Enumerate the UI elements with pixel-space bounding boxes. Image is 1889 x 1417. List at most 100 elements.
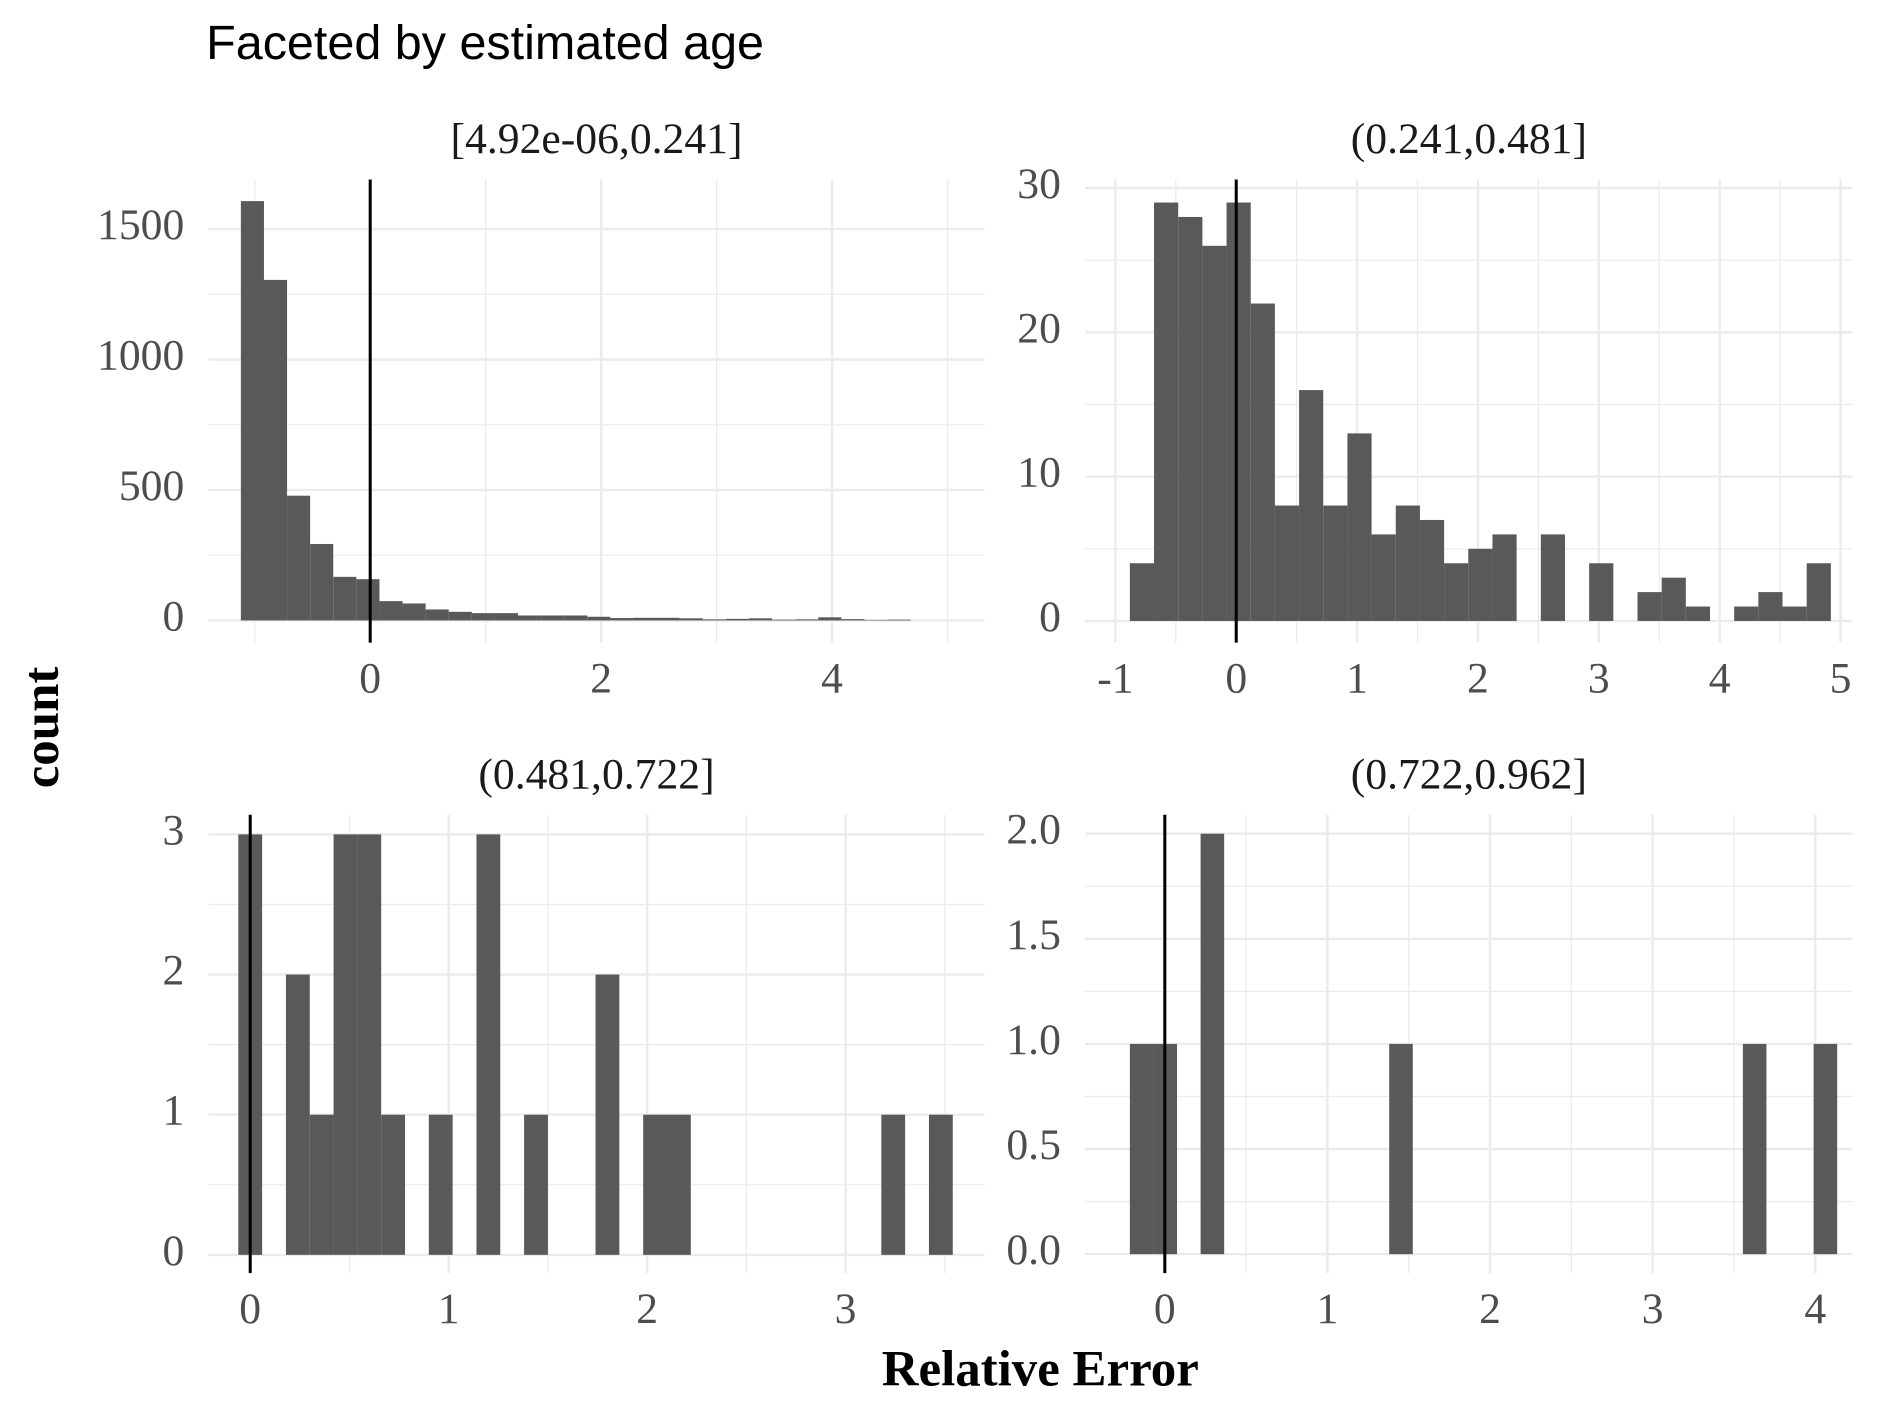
bar [595, 974, 620, 1255]
y-tick-label: 1500 [97, 201, 184, 249]
y-tick-label: 0 [162, 592, 184, 640]
bar [1129, 1043, 1154, 1255]
bar [633, 617, 657, 621]
x-tick-label: -1 [1097, 655, 1133, 703]
bar [541, 615, 565, 621]
bar [1806, 563, 1831, 621]
x-tick-label: 3 [835, 1285, 857, 1333]
bar [928, 1114, 953, 1255]
y-tick-label: 500 [119, 462, 184, 510]
x-tick-label: 4 [1709, 655, 1731, 703]
x-tick-label: 0 [1225, 655, 1247, 703]
x-tick-label: 0 [1154, 1285, 1176, 1333]
bar [1782, 606, 1807, 621]
y-tick-label: 1.5 [1006, 911, 1061, 959]
bar [1323, 505, 1348, 621]
bar [1419, 519, 1445, 621]
bar [1589, 563, 1614, 621]
x-axis-title: Relative Error [882, 1341, 1199, 1397]
x-tick-label: 1 [438, 1285, 460, 1333]
bar [287, 495, 311, 621]
bar [748, 618, 773, 621]
y-tick-label: 0.5 [1006, 1121, 1061, 1169]
bar [310, 543, 334, 621]
bar [881, 1114, 906, 1255]
bar [1226, 202, 1251, 621]
y-tick-label: 0.0 [1006, 1226, 1061, 1274]
y-tick-label: 20 [1017, 304, 1061, 352]
bar [1742, 1043, 1767, 1255]
bar [725, 618, 749, 621]
bar [1758, 592, 1783, 621]
bar [818, 617, 842, 621]
bar [1299, 390, 1324, 621]
y-axis-title: count [14, 667, 70, 789]
bar [610, 618, 634, 621]
bar [1129, 563, 1155, 621]
bar [1661, 577, 1686, 621]
bar [1347, 433, 1372, 621]
bar [381, 1114, 406, 1255]
x-tick-label: 5 [1830, 655, 1852, 703]
bar [379, 601, 403, 621]
y-tick-label: 0 [162, 1227, 184, 1275]
bar [263, 279, 288, 621]
bar [1468, 548, 1493, 621]
bar [402, 603, 426, 621]
y-tick-label: 1.0 [1006, 1016, 1061, 1064]
x-tick-label: 1 [1317, 1285, 1339, 1333]
bar [1274, 505, 1300, 621]
bar [864, 619, 888, 621]
x-tick-label: 1 [1346, 655, 1368, 703]
bar [564, 615, 588, 621]
chart-title: Faceted by estimated age [206, 16, 764, 70]
bar [518, 615, 542, 621]
bar [524, 1114, 548, 1255]
bar [356, 579, 380, 621]
x-tick-label: 0 [359, 655, 381, 703]
bar [772, 619, 796, 621]
y-tick-label: 3 [162, 806, 184, 854]
x-tick-label: 2 [590, 655, 612, 703]
facet-title: (0.722,0.962] [1351, 750, 1587, 798]
x-tick-label: 3 [1642, 1285, 1664, 1333]
x-tick-label: 0 [239, 1285, 261, 1333]
bar [1154, 202, 1179, 621]
bar [1637, 592, 1662, 621]
bar [1202, 245, 1227, 621]
bar [666, 1114, 691, 1255]
y-tick-label: 0 [1039, 593, 1061, 641]
bar [1492, 534, 1517, 621]
bar [587, 616, 611, 621]
bar [1540, 534, 1565, 621]
x-tick-label: 3 [1588, 655, 1610, 703]
x-tick-label: 4 [821, 655, 843, 703]
y-tick-label: 10 [1017, 449, 1061, 497]
bar [333, 576, 357, 621]
bar [1371, 534, 1396, 621]
bar [1813, 1043, 1838, 1255]
y-tick-label: 2.0 [1006, 806, 1061, 854]
x-tick-label: 2 [636, 1285, 658, 1333]
bar [679, 618, 703, 621]
y-tick-label: 1 [162, 1087, 184, 1135]
bar [1178, 216, 1203, 621]
bar [448, 611, 472, 621]
bar [285, 974, 310, 1255]
bar [471, 613, 495, 621]
bar [428, 1114, 453, 1255]
x-tick-label: 2 [1479, 1285, 1501, 1333]
bar [1685, 606, 1711, 621]
bar [1200, 833, 1225, 1255]
bar [240, 201, 264, 621]
bar [795, 619, 819, 621]
facet-title: [4.92e-06,0.241] [451, 115, 743, 163]
facet-title: (0.481,0.722] [478, 750, 714, 798]
bar [702, 619, 726, 621]
y-tick-label: 30 [1017, 160, 1061, 208]
y-tick-label: 1000 [97, 332, 184, 380]
bar [1444, 563, 1469, 621]
bar [357, 834, 382, 1255]
